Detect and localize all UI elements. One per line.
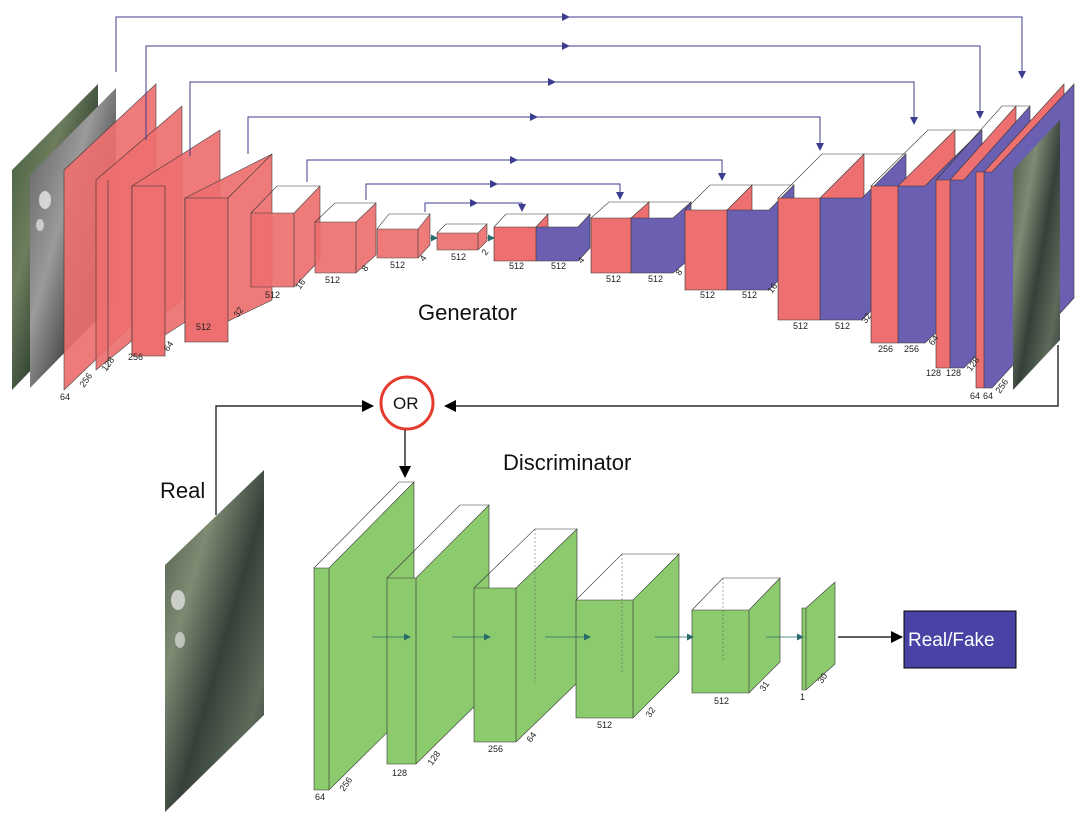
encoder-block [184,153,273,343]
skip-connection [247,116,824,154]
generator-encoder [63,83,495,391]
dim-label: 512 [606,274,621,284]
fake-path-arrow [444,345,1059,412]
dim-label: 32 [643,705,657,719]
cloud-mark [171,590,185,610]
discriminator-block [473,528,578,743]
dim-label: 256 [904,344,919,354]
dim-label: 64 [524,730,538,744]
dim-label: 31 [757,679,771,693]
or-selector-circle [379,375,435,431]
dim-label: 64 [315,792,325,802]
dim-label: 64 [60,392,70,402]
real-label: Real [160,478,205,503]
encoder-block [436,223,488,251]
discriminator-block [691,577,781,694]
dim-label: 256 [878,344,893,354]
real-fake-output-box [903,610,1017,669]
dim-label: 512 [597,720,612,730]
skip-connection [189,81,918,156]
dim-label: 512 [793,321,808,331]
real-satellite-image [165,470,264,812]
dim-label: 512 [196,322,211,332]
dim-label: 512 [451,252,466,262]
generator-dimension-labels: 64 256 128 256 64 512 32 512 16 512 8 51… [60,247,1010,402]
generator-title: Generator [418,300,517,325]
decoder-block [493,213,591,262]
dim-label: 8 [359,263,370,273]
discriminator-block [575,553,680,719]
dim-label: 4 [575,255,586,265]
encoder-block [314,202,377,274]
skip-connection [145,45,984,140]
decoder-block [590,201,692,274]
dim-label: 2 [479,247,490,257]
skip-connection [306,159,726,182]
dim-label: 256 [128,352,143,362]
dim-label: 512 [835,321,850,331]
dim-label: 128 [392,768,407,778]
dim-label: 128 [946,368,961,378]
dim-label: 512 [700,290,715,300]
dim-label: 4 [417,253,428,263]
dim-label: 512 [509,261,524,271]
dim-label: 512 [265,290,280,300]
generator-decoder [493,83,1075,389]
discriminator-blocks [313,481,836,791]
or-label: OR [393,394,419,413]
dim-label: 512 [742,290,757,300]
dim-label: 16 [293,277,307,291]
dim-label: 30 [815,671,829,685]
dim-label: 8 [673,267,684,277]
generator-output-image [1013,120,1060,390]
skip-arrow-heads [470,13,570,207]
cloud-mark [36,219,44,231]
dim-label: 16 [765,281,779,295]
dim-label: 64 [983,391,993,401]
dim-label: 512 [648,274,663,284]
dim-label: 64 [970,391,980,401]
cloud-mark [39,191,51,209]
decoder-block [684,184,795,291]
dim-label: 32 [231,305,245,319]
dim-label: 32 [859,311,873,325]
dim-label: 64 [926,333,940,347]
dim-label: 1 [800,692,805,702]
discriminator-title: Discriminator [503,450,631,475]
dim-label: 64 [161,339,175,353]
dim-label: 256 [488,744,503,754]
real-fake-label: Real/Fake [908,630,995,651]
dim-label: 128 [926,368,941,378]
cloud-mark [175,632,185,648]
skip-connection [115,16,1026,79]
real-path-arrow [215,400,374,515]
encoder-block [376,213,431,259]
dim-label: 512 [714,696,729,706]
discriminator-block [801,581,836,691]
dim-label: 512 [390,260,405,270]
dim-label: 512 [325,275,340,285]
dim-label: 512 [551,261,566,271]
